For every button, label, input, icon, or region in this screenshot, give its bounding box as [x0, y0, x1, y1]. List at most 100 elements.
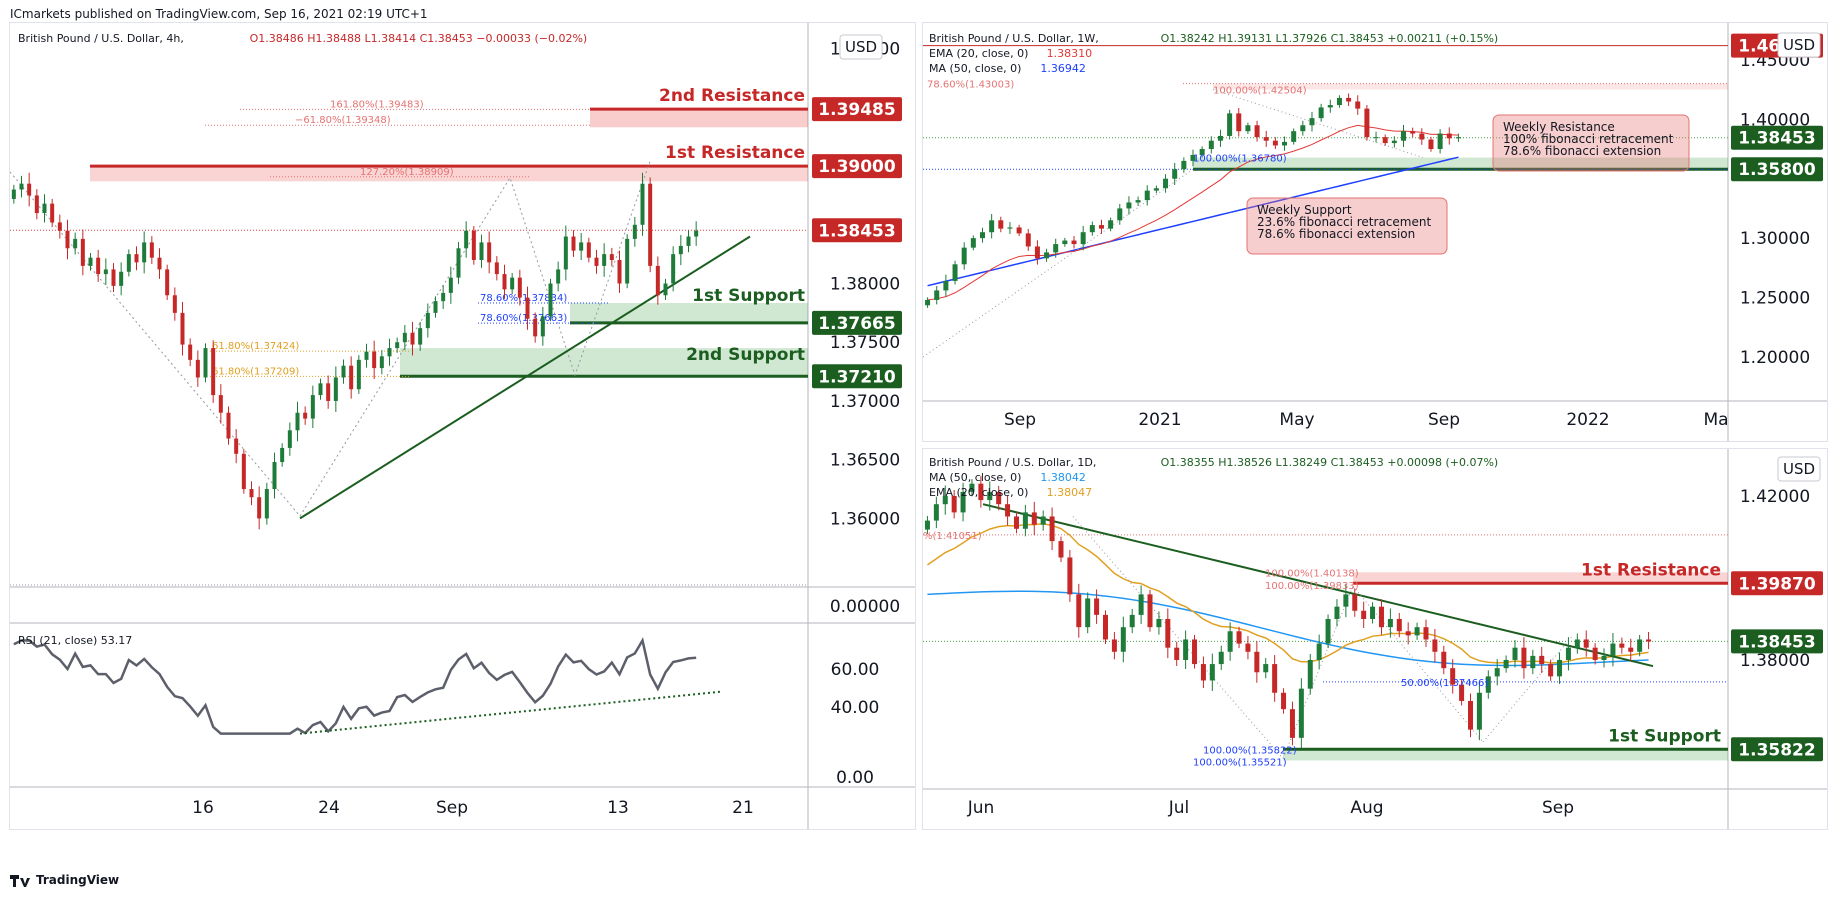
candle-body	[234, 438, 239, 454]
candle-body	[1282, 141, 1288, 146]
candle-body	[1129, 614, 1135, 628]
chart-4h: 161.80%(1.39483) −61.80%(1.39348) 127.20%(…	[9, 23, 915, 829]
price-tag-bg	[812, 97, 902, 122]
candle-body	[1361, 610, 1367, 619]
fib-label: 100.00%(1.35822)	[1203, 745, 1297, 756]
note-line: 78.6% fibonacci extension	[1503, 144, 1661, 158]
candle-body	[441, 292, 446, 302]
candle-body	[502, 274, 507, 290]
candle-body	[341, 365, 346, 378]
y-tick: 1.20000	[1740, 348, 1810, 368]
candle-body	[1437, 133, 1443, 150]
x-tick: 2021	[1138, 410, 1181, 430]
rsi-line	[13, 637, 697, 735]
candle-body	[1263, 137, 1269, 141]
candle-body	[1062, 240, 1068, 245]
support-zone-2	[400, 348, 808, 377]
candle-body	[165, 269, 170, 296]
candle-body	[1405, 631, 1411, 636]
panel-4h: 161.80%(1.39483) −61.80%(1.39348) 127.20%(…	[9, 22, 916, 830]
candle-body	[126, 254, 131, 272]
candle-body	[211, 348, 216, 396]
candle-body	[1192, 639, 1198, 665]
price-tag-bg	[1731, 629, 1823, 654]
price-tag: 1.38453	[1738, 129, 1815, 149]
support-zone	[1193, 157, 1728, 170]
candle-body	[1200, 664, 1206, 681]
candle-body	[287, 430, 292, 448]
fib-label: 78.60%(1.43003)	[927, 80, 1014, 91]
currency-box	[1777, 32, 1821, 58]
fib-label: %(1.41051)	[923, 531, 982, 542]
price-tag-bg	[1731, 157, 1823, 182]
candle-body	[19, 183, 24, 190]
candle-body	[1085, 598, 1091, 628]
note-line: Weekly Resistance	[1503, 120, 1615, 134]
level-label: 1st Resistance	[665, 143, 805, 163]
candle-body	[257, 497, 262, 519]
candle-body	[1013, 516, 1019, 529]
candle-body	[1031, 512, 1037, 525]
candle-body	[686, 236, 691, 246]
candle-body	[1557, 659, 1563, 677]
candle-body	[1446, 133, 1452, 139]
price-tag: 1.39870	[1738, 574, 1816, 594]
rsi-tick: 40.00	[831, 698, 880, 718]
price-tag-bg	[812, 310, 902, 335]
candle-body	[602, 254, 607, 266]
candle-body	[172, 295, 177, 313]
y-tick: 1.37500	[830, 333, 900, 353]
x-tick: 21	[732, 798, 754, 818]
candle-body	[1401, 131, 1407, 141]
y-tick: 1.30000	[1740, 229, 1810, 249]
candle-body	[671, 254, 676, 284]
resistance-zone	[1353, 572, 1728, 584]
candle-body	[1227, 631, 1233, 652]
candle-body	[203, 348, 208, 378]
price-tag-bg	[1731, 737, 1823, 762]
ema20-line	[927, 523, 1649, 664]
indicator-value: 1.38310	[1047, 47, 1093, 60]
candle-body	[510, 277, 515, 290]
candle-body	[632, 224, 637, 239]
tradingview-logo[interactable]: TradingView	[10, 873, 119, 887]
candle-body	[951, 495, 957, 513]
ema20-line	[927, 124, 1459, 301]
candle-body	[1355, 101, 1361, 109]
candle-body	[1419, 133, 1425, 140]
candle-body	[655, 265, 660, 296]
ohlc-readout: O1.38486 H1.38488 L1.38414 C1.38453 −0.0…	[250, 32, 588, 45]
candle-body	[989, 220, 995, 233]
y-tick: 0.00000	[830, 597, 900, 617]
candle-body	[1646, 639, 1652, 642]
candle-body	[1120, 627, 1126, 652]
candle-body	[195, 359, 200, 378]
fib-label: 100.00%(1.42504)	[1213, 86, 1307, 97]
price-tag-bg	[1731, 125, 1823, 150]
candle-body	[969, 483, 975, 492]
ma50-line	[927, 590, 1649, 667]
candle-body	[1343, 594, 1349, 607]
candle-body	[464, 230, 469, 249]
candle-body	[1428, 139, 1434, 150]
candle-body	[1307, 659, 1313, 689]
candle-body	[942, 495, 948, 505]
candle-body	[987, 491, 993, 501]
currency-box	[1777, 456, 1821, 482]
candle-body	[88, 257, 93, 266]
candle-body	[448, 277, 453, 293]
candle-body	[1382, 137, 1388, 144]
candle-body	[1521, 647, 1527, 669]
x-tick: Aug	[1350, 798, 1383, 818]
level-label: 1st Support	[692, 286, 805, 306]
indicator-value: 1.38042	[1040, 471, 1086, 484]
candle-body	[1111, 639, 1117, 652]
candle-body	[960, 491, 966, 513]
note-box	[1246, 197, 1448, 255]
candle-body	[272, 462, 277, 490]
candle-body	[1163, 178, 1169, 189]
candle-body	[978, 483, 984, 501]
candle-body	[1485, 676, 1491, 693]
indicator-name: EMA (20, close, 0)	[929, 486, 1028, 499]
note-line: Weekly Support	[1257, 203, 1352, 217]
